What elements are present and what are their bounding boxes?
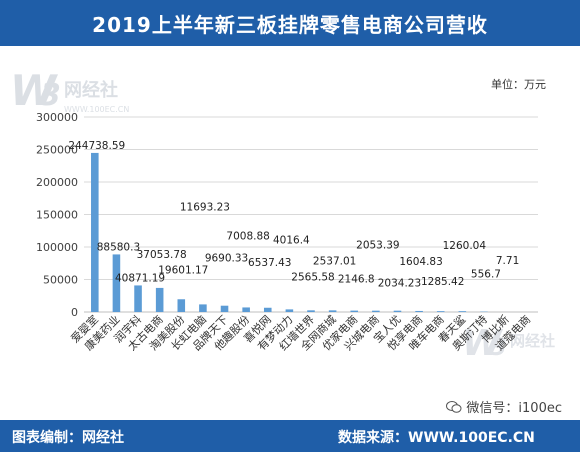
svg-text:3: 3 xyxy=(40,78,61,113)
data-label: 7.71 xyxy=(496,255,519,267)
chart-title-banner: 2019上半年新三板挂牌零售电商公司营收 xyxy=(0,0,580,46)
data-label: 2146.8 xyxy=(338,274,375,286)
data-label: 9690.33 xyxy=(205,253,248,265)
bar xyxy=(177,299,186,312)
svg-text:W: W xyxy=(10,66,59,115)
data-label: 88580.3 xyxy=(97,241,140,253)
data-label: 2537.01 xyxy=(313,255,356,267)
y-tick-label: 150000 xyxy=(36,209,78,222)
bar xyxy=(242,307,250,312)
data-label: 4016.4 xyxy=(273,234,310,246)
watermark-brand-2: 网经社 xyxy=(510,332,555,350)
bar xyxy=(350,310,359,312)
y-tick-label: 0 xyxy=(71,306,78,319)
watermark-url: WWW.100EC.CN xyxy=(64,105,129,114)
data-label: 1604.83 xyxy=(399,256,442,268)
data-label: 556.7 xyxy=(471,269,501,281)
watermark-brand: 网经社 xyxy=(64,79,118,101)
svg-text:W: W xyxy=(462,323,504,364)
y-tick-label: 200000 xyxy=(36,176,78,189)
data-label: 1260.04 xyxy=(443,240,487,252)
data-label-layer: 244738.59 88580.3 40871.19 37053.78 19601.17… xyxy=(68,140,519,290)
data-label: 2034.23 xyxy=(378,278,421,290)
data-label: 2565.58 xyxy=(291,271,334,283)
bar xyxy=(372,310,380,312)
chart-title: 2019上半年新三板挂牌零售电商公司营收 xyxy=(92,12,488,37)
bar xyxy=(285,309,294,312)
svg-text:3: 3 xyxy=(490,333,507,361)
data-label: 37053.78 xyxy=(137,249,187,261)
bar xyxy=(134,285,142,312)
bar xyxy=(458,311,467,312)
watermark-logo-icon: W 3 网经社 WWW.100EC.CN xyxy=(10,66,129,115)
y-tick-label: 100000 xyxy=(36,241,78,254)
data-label: 2053.39 xyxy=(356,240,399,252)
unit-label: 单位：万元 xyxy=(491,79,546,91)
footer-source: 数据来源：WWW.100EC.CN xyxy=(338,430,535,446)
data-label: 6537.43 xyxy=(248,257,291,269)
wechat-id: 微信号：i100ec xyxy=(466,401,562,416)
wechat-badge: 微信号：i100ec xyxy=(442,396,566,417)
bar xyxy=(263,307,272,312)
bar xyxy=(436,311,445,312)
data-label: 11693.23 xyxy=(180,201,230,213)
y-tick-label: 300000 xyxy=(36,111,78,124)
wechat-icon xyxy=(446,400,462,413)
data-label: 40871.19 xyxy=(115,272,165,284)
bar xyxy=(415,310,423,312)
bar xyxy=(393,310,402,312)
footer-credit: 图表编制：网经社 xyxy=(12,430,124,446)
category-label-layer: 爱婴室康美药业润宇科太古电商淘美股份长虹电脑品牌天下他趣股份喜悦网有梦动力红墙世… xyxy=(68,312,534,353)
bar xyxy=(112,254,121,312)
bar xyxy=(220,305,229,312)
bar xyxy=(155,287,164,312)
data-label: 1285.42 xyxy=(421,276,464,288)
axis-layer: 0 50000 100000 150000 200000 250000 300000 xyxy=(36,111,78,319)
data-label: 7008.88 xyxy=(226,230,269,242)
bar xyxy=(328,310,337,312)
data-label: 19601.17 xyxy=(158,264,208,276)
y-tick-label: 250000 xyxy=(36,144,78,157)
data-label: 244738.59 xyxy=(68,140,125,152)
bar xyxy=(91,152,99,312)
bar-layer xyxy=(91,152,510,312)
watermark-logo-icon-2: W 3 网经社 xyxy=(462,323,555,364)
footer-bar: 图表编制：网经社 数据来源：WWW.100EC.CN xyxy=(0,420,580,452)
bar xyxy=(307,310,315,312)
bar xyxy=(199,304,207,312)
y-tick-label: 50000 xyxy=(43,274,78,287)
